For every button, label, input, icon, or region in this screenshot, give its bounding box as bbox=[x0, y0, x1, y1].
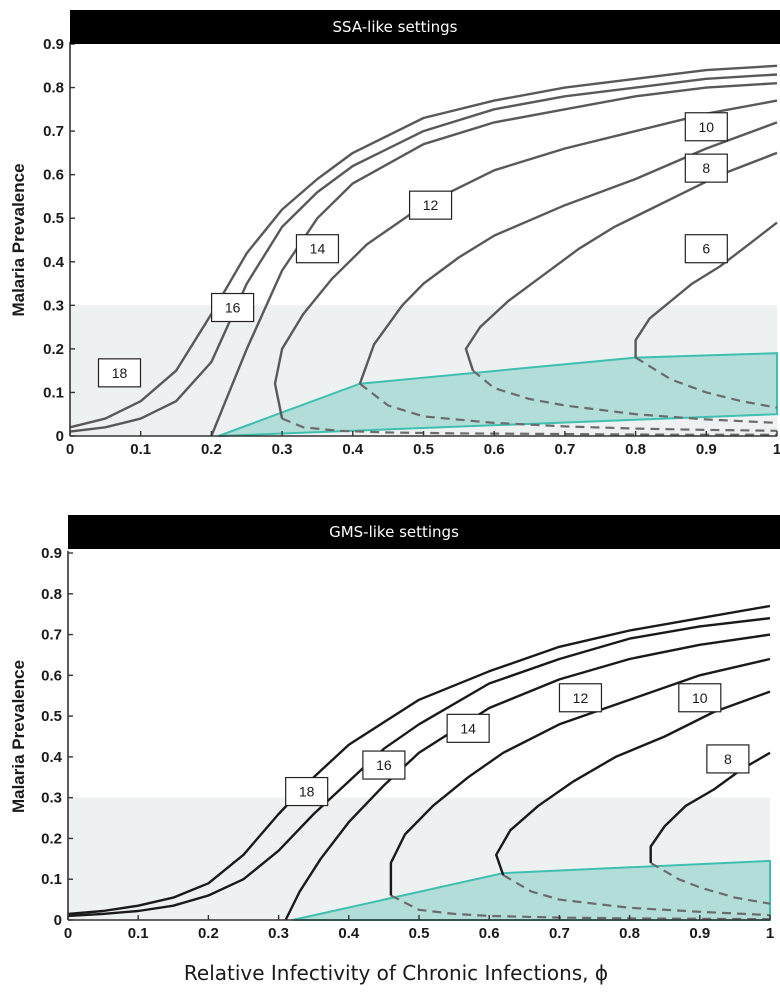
curve-label-box bbox=[295, 234, 340, 264]
curve-14 bbox=[284, 633, 771, 921]
x-tick-label: 0.5 bbox=[413, 441, 434, 458]
x-tick-label: 0.4 bbox=[342, 441, 364, 458]
x-tick-label: 1 bbox=[773, 441, 780, 458]
curve-label-box bbox=[684, 112, 728, 142]
dashed-branch-3 bbox=[472, 369, 778, 424]
y-tick-label: 0.7 bbox=[43, 123, 64, 140]
curve-label: 12 bbox=[423, 197, 439, 213]
dashed-branch-2 bbox=[502, 874, 771, 917]
curve-label: 18 bbox=[112, 365, 128, 381]
y-tick-label: 0.4 bbox=[43, 254, 65, 271]
dashed-branch-1 bbox=[281, 417, 777, 436]
curve-12 bbox=[389, 657, 771, 896]
x-tick-label: 0.7 bbox=[549, 925, 570, 942]
chart-title: SSA-like settings bbox=[333, 18, 458, 36]
x-tick-label: 0.1 bbox=[130, 441, 151, 458]
curve-16 bbox=[69, 73, 778, 433]
x-tick-label: 0.6 bbox=[479, 925, 500, 942]
x-tick-label: 0.1 bbox=[128, 925, 149, 942]
y-tick-label: 0.7 bbox=[41, 627, 62, 644]
curve-12 bbox=[273, 99, 778, 419]
curve-10 bbox=[358, 121, 778, 385]
x-tick-label: 0.9 bbox=[696, 441, 717, 458]
curve-label: 10 bbox=[699, 119, 715, 135]
y-tick-label: 0.4 bbox=[41, 749, 63, 766]
curve-label-box bbox=[678, 683, 722, 713]
curve-label-box bbox=[97, 358, 142, 388]
curve-label-box bbox=[706, 744, 750, 774]
curve-label: 8 bbox=[702, 160, 710, 176]
y-tick-label: 0 bbox=[56, 428, 64, 445]
y-tick-label: 0.1 bbox=[43, 384, 64, 401]
y-tick-label: 0.6 bbox=[43, 167, 64, 184]
y-tick-label: 0.6 bbox=[41, 667, 62, 684]
x-tick-label: 1 bbox=[766, 925, 774, 942]
y-axis-label: Malaria Prevalence bbox=[9, 163, 28, 316]
curve-label: 12 bbox=[573, 690, 589, 706]
x-tick-label: 0 bbox=[66, 441, 74, 458]
x-tick-label: 0.2 bbox=[198, 925, 219, 942]
y-tick-label: 0.2 bbox=[43, 341, 64, 358]
y-tick-label: 0.8 bbox=[43, 80, 64, 97]
y-tick-label: 0.9 bbox=[43, 36, 64, 53]
y-tick-label: 0 bbox=[54, 912, 62, 929]
curve-label-box bbox=[446, 713, 490, 743]
curve-label-box bbox=[285, 776, 329, 807]
chart-title: GMS-like settings bbox=[329, 523, 459, 541]
curve-label-box bbox=[211, 292, 255, 323]
x-tick-label: 0.6 bbox=[484, 441, 505, 458]
chart-panels: 0 0.1 0.2 0.3 0.4 0.5 0.6 0.7 0.8 0.9 100.10.20.30… bbox=[9, 10, 780, 942]
curve-label: 16 bbox=[225, 300, 241, 316]
curve-label-box bbox=[684, 234, 728, 264]
chart-panel-2: 0 0.1 0.2 0.3 0.4 0.5 0.6 0.7 0.8 0.9 100.10.20.30… bbox=[9, 515, 780, 942]
curve-6 bbox=[634, 221, 778, 358]
x-tick-label: 0.3 bbox=[272, 441, 293, 458]
curve-label-box bbox=[362, 750, 406, 780]
curve-label: 6 bbox=[702, 241, 710, 257]
x-tick-label: 0.4 bbox=[338, 925, 360, 942]
y-tick-label: 0.3 bbox=[41, 790, 62, 807]
curve-label-box bbox=[558, 683, 603, 713]
curve-label: 14 bbox=[460, 720, 476, 736]
curve-18 bbox=[69, 64, 778, 429]
x-tick-label: 0.7 bbox=[554, 441, 575, 458]
y-tick-label: 0.3 bbox=[43, 297, 64, 314]
curve-10 bbox=[495, 690, 771, 876]
chart-panel-1: 0 0.1 0.2 0.3 0.4 0.5 0.6 0.7 0.8 0.9 100.10.20.30… bbox=[9, 10, 780, 458]
y-tick-label: 0.5 bbox=[41, 708, 62, 725]
dashed-branch-1 bbox=[390, 894, 771, 921]
x-tick-label: 0.2 bbox=[201, 441, 222, 458]
curve-label-box bbox=[684, 153, 728, 183]
x-tick-label: 0.8 bbox=[619, 925, 640, 942]
curve-label-box bbox=[408, 190, 453, 220]
x-tick-label: 0.5 bbox=[409, 925, 430, 942]
y-tick-label: 0.9 bbox=[41, 545, 62, 562]
title-bar bbox=[70, 10, 780, 44]
y-axis-label: Malaria Prevalence bbox=[9, 660, 28, 813]
y-tick-label: 0.2 bbox=[41, 830, 62, 847]
y-tick-label: 0.1 bbox=[41, 871, 62, 888]
curve-label: 16 bbox=[376, 757, 392, 773]
curve-8 bbox=[464, 151, 778, 372]
title-bar bbox=[68, 515, 780, 549]
x-tick-label: 0.8 bbox=[625, 441, 646, 458]
x-tick-label: 0 bbox=[64, 925, 72, 942]
curve-16 bbox=[67, 617, 771, 918]
curve-label: 10 bbox=[692, 690, 708, 706]
y-tick-label: 0.5 bbox=[43, 210, 64, 227]
dashed-branch-4 bbox=[635, 356, 778, 409]
x-tick-label: 0.3 bbox=[268, 925, 289, 942]
curve-label: 8 bbox=[724, 751, 732, 767]
curve-14 bbox=[210, 82, 778, 437]
curve-label: 18 bbox=[299, 784, 315, 800]
curve-label: 14 bbox=[310, 241, 326, 257]
y-tick-label: 0.8 bbox=[41, 586, 62, 603]
dashed-branch-3 bbox=[650, 861, 771, 905]
x-tick-label: 0.9 bbox=[689, 925, 710, 942]
x-axis-label: Relative Infectivity of Chronic Infectio… bbox=[184, 961, 608, 985]
